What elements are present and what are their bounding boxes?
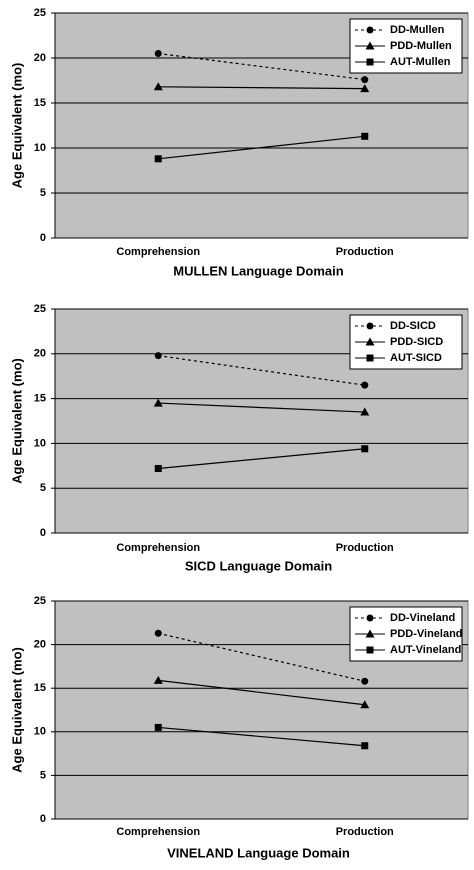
y-tick-label: 10 bbox=[34, 437, 46, 449]
data-point bbox=[361, 76, 369, 84]
series-line bbox=[158, 726, 365, 747]
data-point bbox=[154, 155, 162, 163]
legend-label: AUT-Vineland bbox=[390, 644, 461, 656]
data-point bbox=[153, 398, 163, 407]
data-point bbox=[154, 50, 162, 57]
legend-marker bbox=[365, 41, 375, 50]
legend-label: PDD-Vineland bbox=[390, 628, 463, 640]
legend-marker bbox=[366, 26, 374, 34]
legend-label: AUT-Mullen bbox=[390, 56, 451, 68]
legend-label: PDD-Mullen bbox=[390, 40, 452, 52]
series-line bbox=[158, 448, 365, 470]
data-point bbox=[153, 82, 163, 91]
x-tick-label: Production bbox=[336, 542, 394, 554]
legend-label: DD-Mullen bbox=[390, 24, 445, 36]
y-axis-title: Age Equivalent (mo) bbox=[9, 358, 24, 484]
series-line bbox=[158, 402, 365, 413]
y-tick-label: 5 bbox=[40, 187, 46, 199]
series-line bbox=[158, 52, 365, 81]
x-tick-label: Comprehension bbox=[116, 826, 200, 838]
legend-marker bbox=[366, 322, 374, 330]
series-line bbox=[158, 632, 365, 682]
data-point bbox=[361, 445, 369, 453]
y-tick-label: 15 bbox=[34, 393, 46, 405]
data-point bbox=[153, 675, 163, 684]
x-axis-title: MULLEN Language Domain bbox=[173, 263, 344, 278]
x-axis-title: VINELAND Language Domain bbox=[167, 845, 350, 860]
data-point bbox=[361, 132, 369, 140]
x-axis-title: SICD Language Domain bbox=[185, 558, 332, 573]
y-tick-label: 10 bbox=[34, 726, 46, 738]
legend-label: AUT-SICD bbox=[390, 352, 442, 364]
data-point bbox=[360, 84, 370, 93]
y-tick-label: 5 bbox=[40, 769, 46, 781]
legend-marker bbox=[366, 58, 374, 66]
y-tick-label: 0 bbox=[40, 527, 46, 539]
y-tick-label: 0 bbox=[40, 813, 46, 825]
y-axis-title: Age Equivalent (mo) bbox=[9, 63, 24, 189]
legend-label: DD-Vineland bbox=[390, 612, 455, 624]
legend-label: DD-SICD bbox=[390, 320, 436, 332]
series-line bbox=[158, 354, 365, 386]
legend-marker bbox=[366, 614, 374, 622]
data-point bbox=[360, 700, 370, 709]
y-tick-label: 15 bbox=[34, 682, 46, 694]
x-tick-label: Comprehension bbox=[116, 246, 200, 258]
x-tick-label: Production bbox=[336, 246, 394, 258]
data-point bbox=[154, 723, 162, 731]
data-point bbox=[154, 464, 162, 472]
series-line bbox=[158, 135, 365, 160]
series-line bbox=[158, 86, 365, 90]
x-tick-label: Comprehension bbox=[116, 542, 200, 554]
y-tick-label: 20 bbox=[34, 52, 46, 64]
y-tick-label: 25 bbox=[34, 595, 46, 607]
y-tick-label: 15 bbox=[34, 97, 46, 109]
y-tick-label: 10 bbox=[34, 142, 46, 154]
legend-marker bbox=[366, 646, 374, 654]
legend-label: PDD-SICD bbox=[390, 336, 443, 348]
y-tick-label: 0 bbox=[40, 232, 46, 244]
y-axis-title: Age Equivalent (mo) bbox=[9, 647, 24, 773]
y-tick-label: 25 bbox=[34, 7, 46, 19]
data-point bbox=[154, 352, 162, 360]
legend-marker bbox=[365, 337, 375, 346]
legend-marker bbox=[365, 629, 375, 638]
series-line bbox=[158, 679, 365, 706]
y-tick-label: 20 bbox=[34, 348, 46, 360]
y-tick-label: 20 bbox=[34, 639, 46, 651]
data-point bbox=[361, 742, 369, 750]
data-point bbox=[154, 629, 162, 637]
data-point bbox=[361, 381, 369, 389]
y-tick-label: 25 bbox=[34, 303, 46, 315]
data-point bbox=[360, 407, 370, 416]
y-tick-label: 5 bbox=[40, 482, 46, 494]
data-point bbox=[361, 677, 369, 685]
legend-marker bbox=[366, 354, 374, 362]
x-tick-label: Production bbox=[336, 826, 394, 838]
